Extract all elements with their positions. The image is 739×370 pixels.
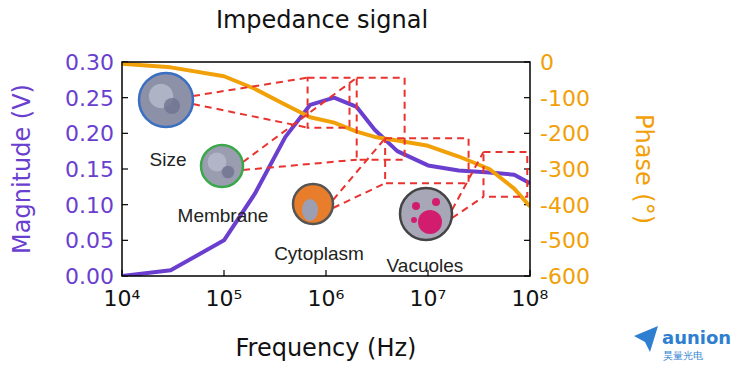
annotation-connector (452, 152, 483, 210)
annotation-connector (452, 197, 483, 218)
cell-vacuole (418, 210, 442, 234)
annotation-box (308, 78, 350, 128)
x-tick (223, 270, 224, 276)
y2-tick (524, 240, 530, 241)
annotation-box (357, 78, 405, 160)
series-group (122, 64, 530, 276)
y-tick (122, 133, 128, 134)
x-tick-label: 10⁶ (308, 286, 345, 311)
annotation-label: Size (150, 149, 187, 170)
annotation-box (483, 152, 527, 197)
cell-texture (164, 98, 180, 114)
logo-subtitle: 昊量光电 (663, 350, 703, 361)
chart: Impedance signal0.000.050.100.150.200.25… (0, 0, 739, 370)
y-tick (122, 204, 128, 205)
y-tick-label: 0.30 (65, 50, 114, 75)
plot-frame (122, 62, 530, 276)
x-axis-label: Frequency (Hz) (236, 334, 417, 362)
cell-vacuole (411, 217, 417, 223)
cell-vacuole (412, 202, 420, 210)
annotation-box (385, 138, 468, 183)
x-tick-label: 10⁵ (206, 286, 243, 311)
logo-text: aunion (662, 327, 731, 348)
cell-icon (293, 184, 333, 224)
y-tick (122, 240, 128, 241)
x-tick-label: 10⁷ (410, 286, 447, 311)
y-axis-label: Magnitude (V) (8, 84, 36, 254)
annotation-label: Membrane (178, 205, 269, 226)
y2-tick (524, 133, 530, 134)
y-tick-label: 0.25 (65, 86, 114, 111)
annotation-connector (333, 183, 385, 208)
y2-tick-label: -500 (540, 228, 590, 253)
annotation-connector (193, 78, 308, 96)
cell-icon (400, 188, 452, 240)
x-tick-label: 10⁴ (104, 286, 141, 311)
y2-tick-label: -400 (540, 193, 590, 218)
annotation-label: Vacuoles (387, 255, 464, 276)
annotation-connector (243, 160, 357, 170)
y2-tick-label: -300 (540, 157, 590, 182)
annotation-connector (243, 78, 357, 162)
logo: aunion 昊量光电 (634, 326, 731, 361)
x-tick-label: 10⁸ (512, 286, 549, 311)
annotation-connector (193, 104, 308, 128)
annotation-connector (333, 138, 385, 200)
x-tick (325, 270, 326, 276)
y2-tick-label: -200 (540, 121, 590, 146)
cell-texture (222, 166, 235, 179)
cell-vacuole (432, 198, 440, 206)
title: Impedance signal (216, 6, 428, 34)
y-tick (122, 168, 128, 169)
series-line (122, 98, 530, 276)
y-tick-label: 0.05 (65, 228, 114, 253)
cell-icon (139, 73, 193, 127)
y2-tick (524, 97, 530, 98)
annotations: Size MembraneCytoplasm Vacuoles (139, 73, 527, 276)
annotation-label: Cytoplasm (274, 243, 364, 264)
y-tick-label: 0.10 (65, 193, 114, 218)
series-line (122, 64, 530, 207)
y-tick-label: 0.15 (65, 157, 114, 182)
y-tick-label: 0.20 (65, 121, 114, 146)
logo-mark (634, 326, 658, 352)
y-tick (122, 97, 128, 98)
cell-icon (201, 145, 243, 187)
y2-axis-label: Phase (°) (630, 114, 658, 224)
cell-icon-core (302, 199, 318, 221)
y2-tick-label: -100 (540, 86, 590, 111)
y2-tick-label: 0 (540, 50, 554, 75)
